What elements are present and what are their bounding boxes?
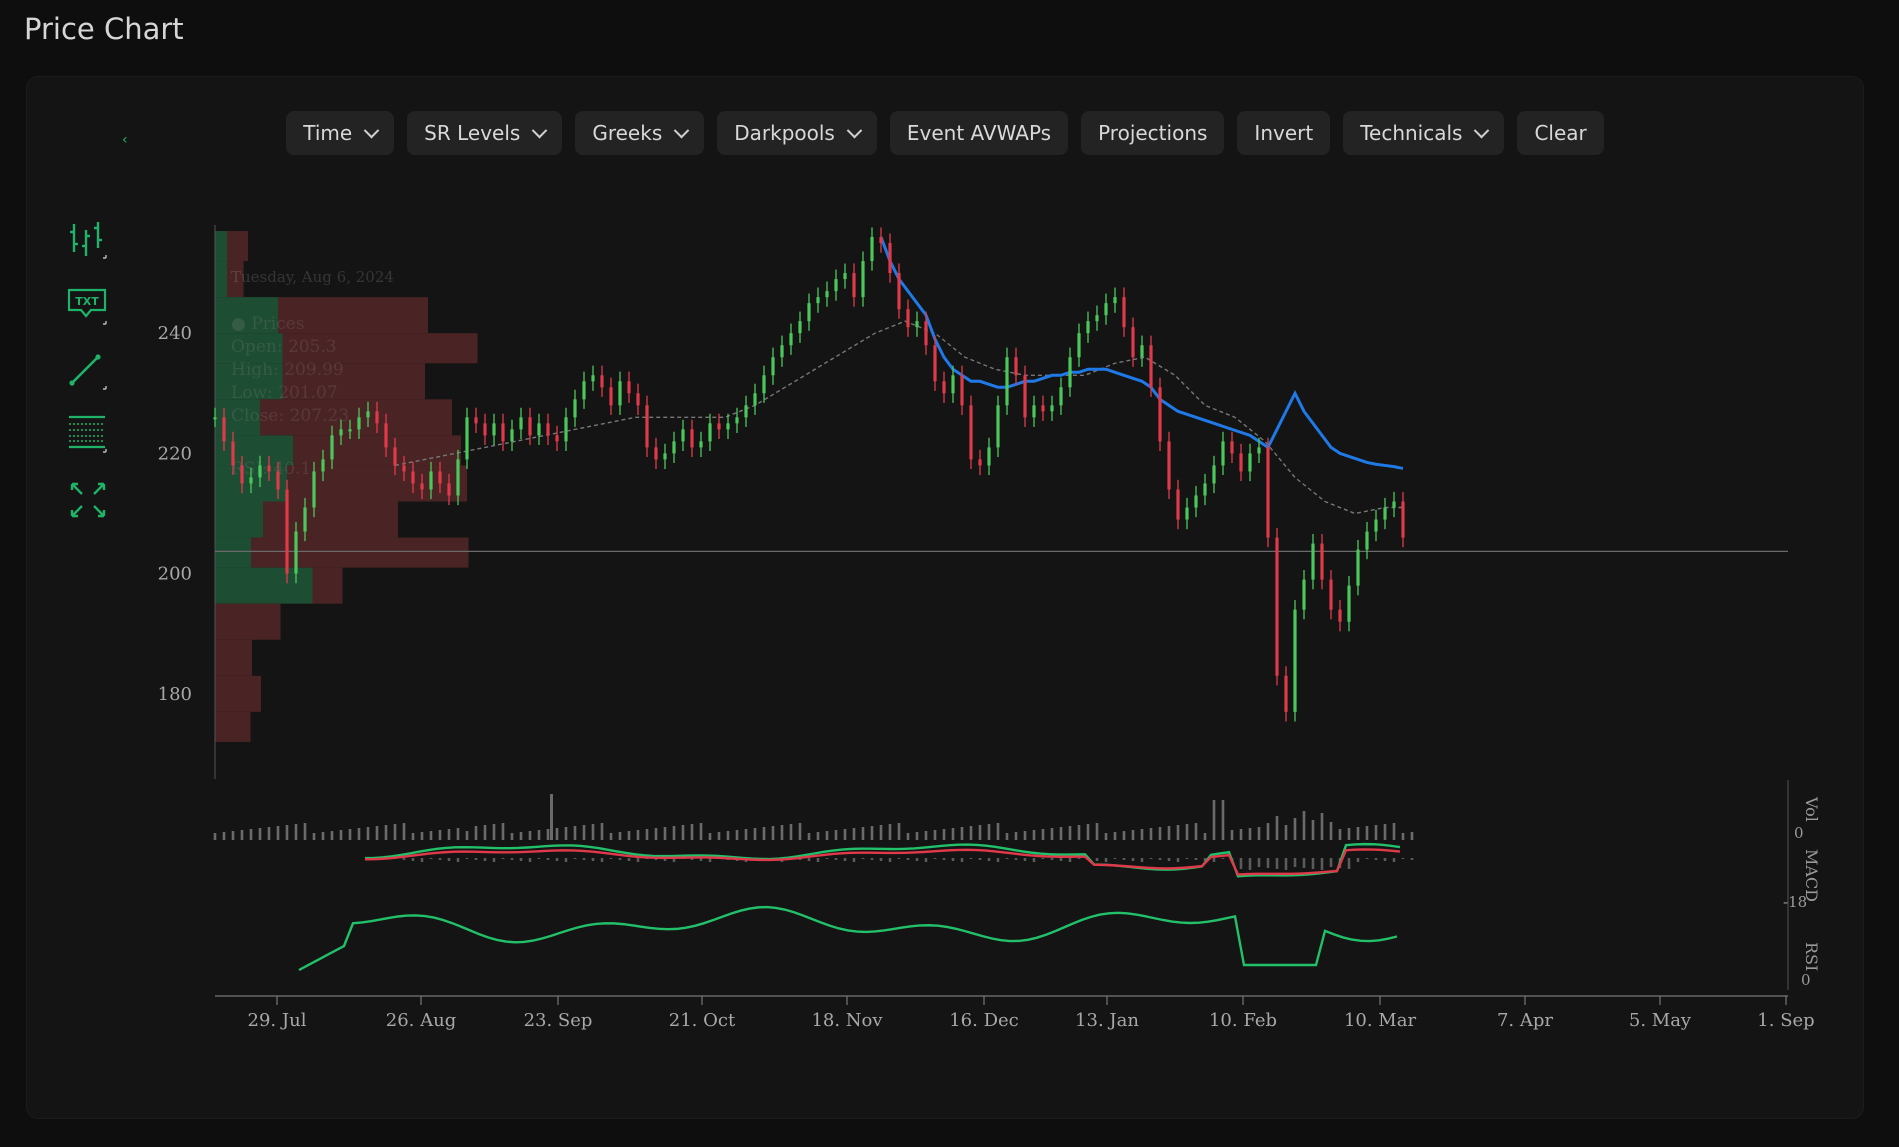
projections-button[interactable]: Projections (1081, 111, 1225, 155)
invert-button[interactable]: Invert (1237, 111, 1331, 155)
event-avwaps-button[interactable]: Event AVWAPs (889, 111, 1069, 155)
svg-text:TXT: TXT (75, 295, 99, 308)
levels-grid-icon[interactable] (66, 412, 110, 456)
greeks-label: Greeks (592, 121, 663, 145)
sr-levels-label: SR Levels (424, 121, 521, 145)
chevron-down-icon (363, 122, 380, 138)
chevron-down-icon (532, 122, 548, 138)
collapse-tools-icon[interactable]: ‹ (122, 132, 128, 148)
greeks-dropdown-button[interactable]: Greeks (575, 111, 705, 155)
clear-button[interactable]: Clear (1517, 111, 1604, 155)
event-avwaps-label: Event AVWAPs (906, 121, 1052, 145)
fullscreen-icon[interactable] (66, 478, 110, 522)
page-title: Price Chart (24, 12, 184, 46)
trendline-icon[interactable] (66, 349, 110, 393)
time-dropdown-button[interactable]: Time (286, 111, 395, 155)
projections-label: Projections (1098, 121, 1208, 145)
darkpools-label: Darkpools (734, 121, 835, 145)
chevron-down-icon (673, 122, 690, 138)
clear-label: Clear (1534, 121, 1587, 145)
chevron-down-icon (846, 122, 863, 138)
technicals-label: Technicals (1360, 121, 1463, 145)
darkpools-dropdown-button[interactable]: Darkpools (717, 111, 877, 155)
time-label: Time (303, 121, 353, 145)
chart-panel: Time SR Levels Greeks Darkpools Event AV… (26, 76, 1864, 1119)
invert-label: Invert (1254, 121, 1314, 145)
technicals-dropdown-button[interactable]: Technicals (1343, 111, 1505, 155)
candles-tool-icon[interactable] (66, 218, 110, 262)
sr-levels-dropdown-button[interactable]: SR Levels (407, 111, 563, 155)
chevron-down-icon (1474, 122, 1490, 138)
chart-toolbar: Time SR Levels Greeks Darkpools Event AV… (27, 111, 1863, 155)
text-annotation-icon[interactable]: TXT (66, 284, 110, 328)
